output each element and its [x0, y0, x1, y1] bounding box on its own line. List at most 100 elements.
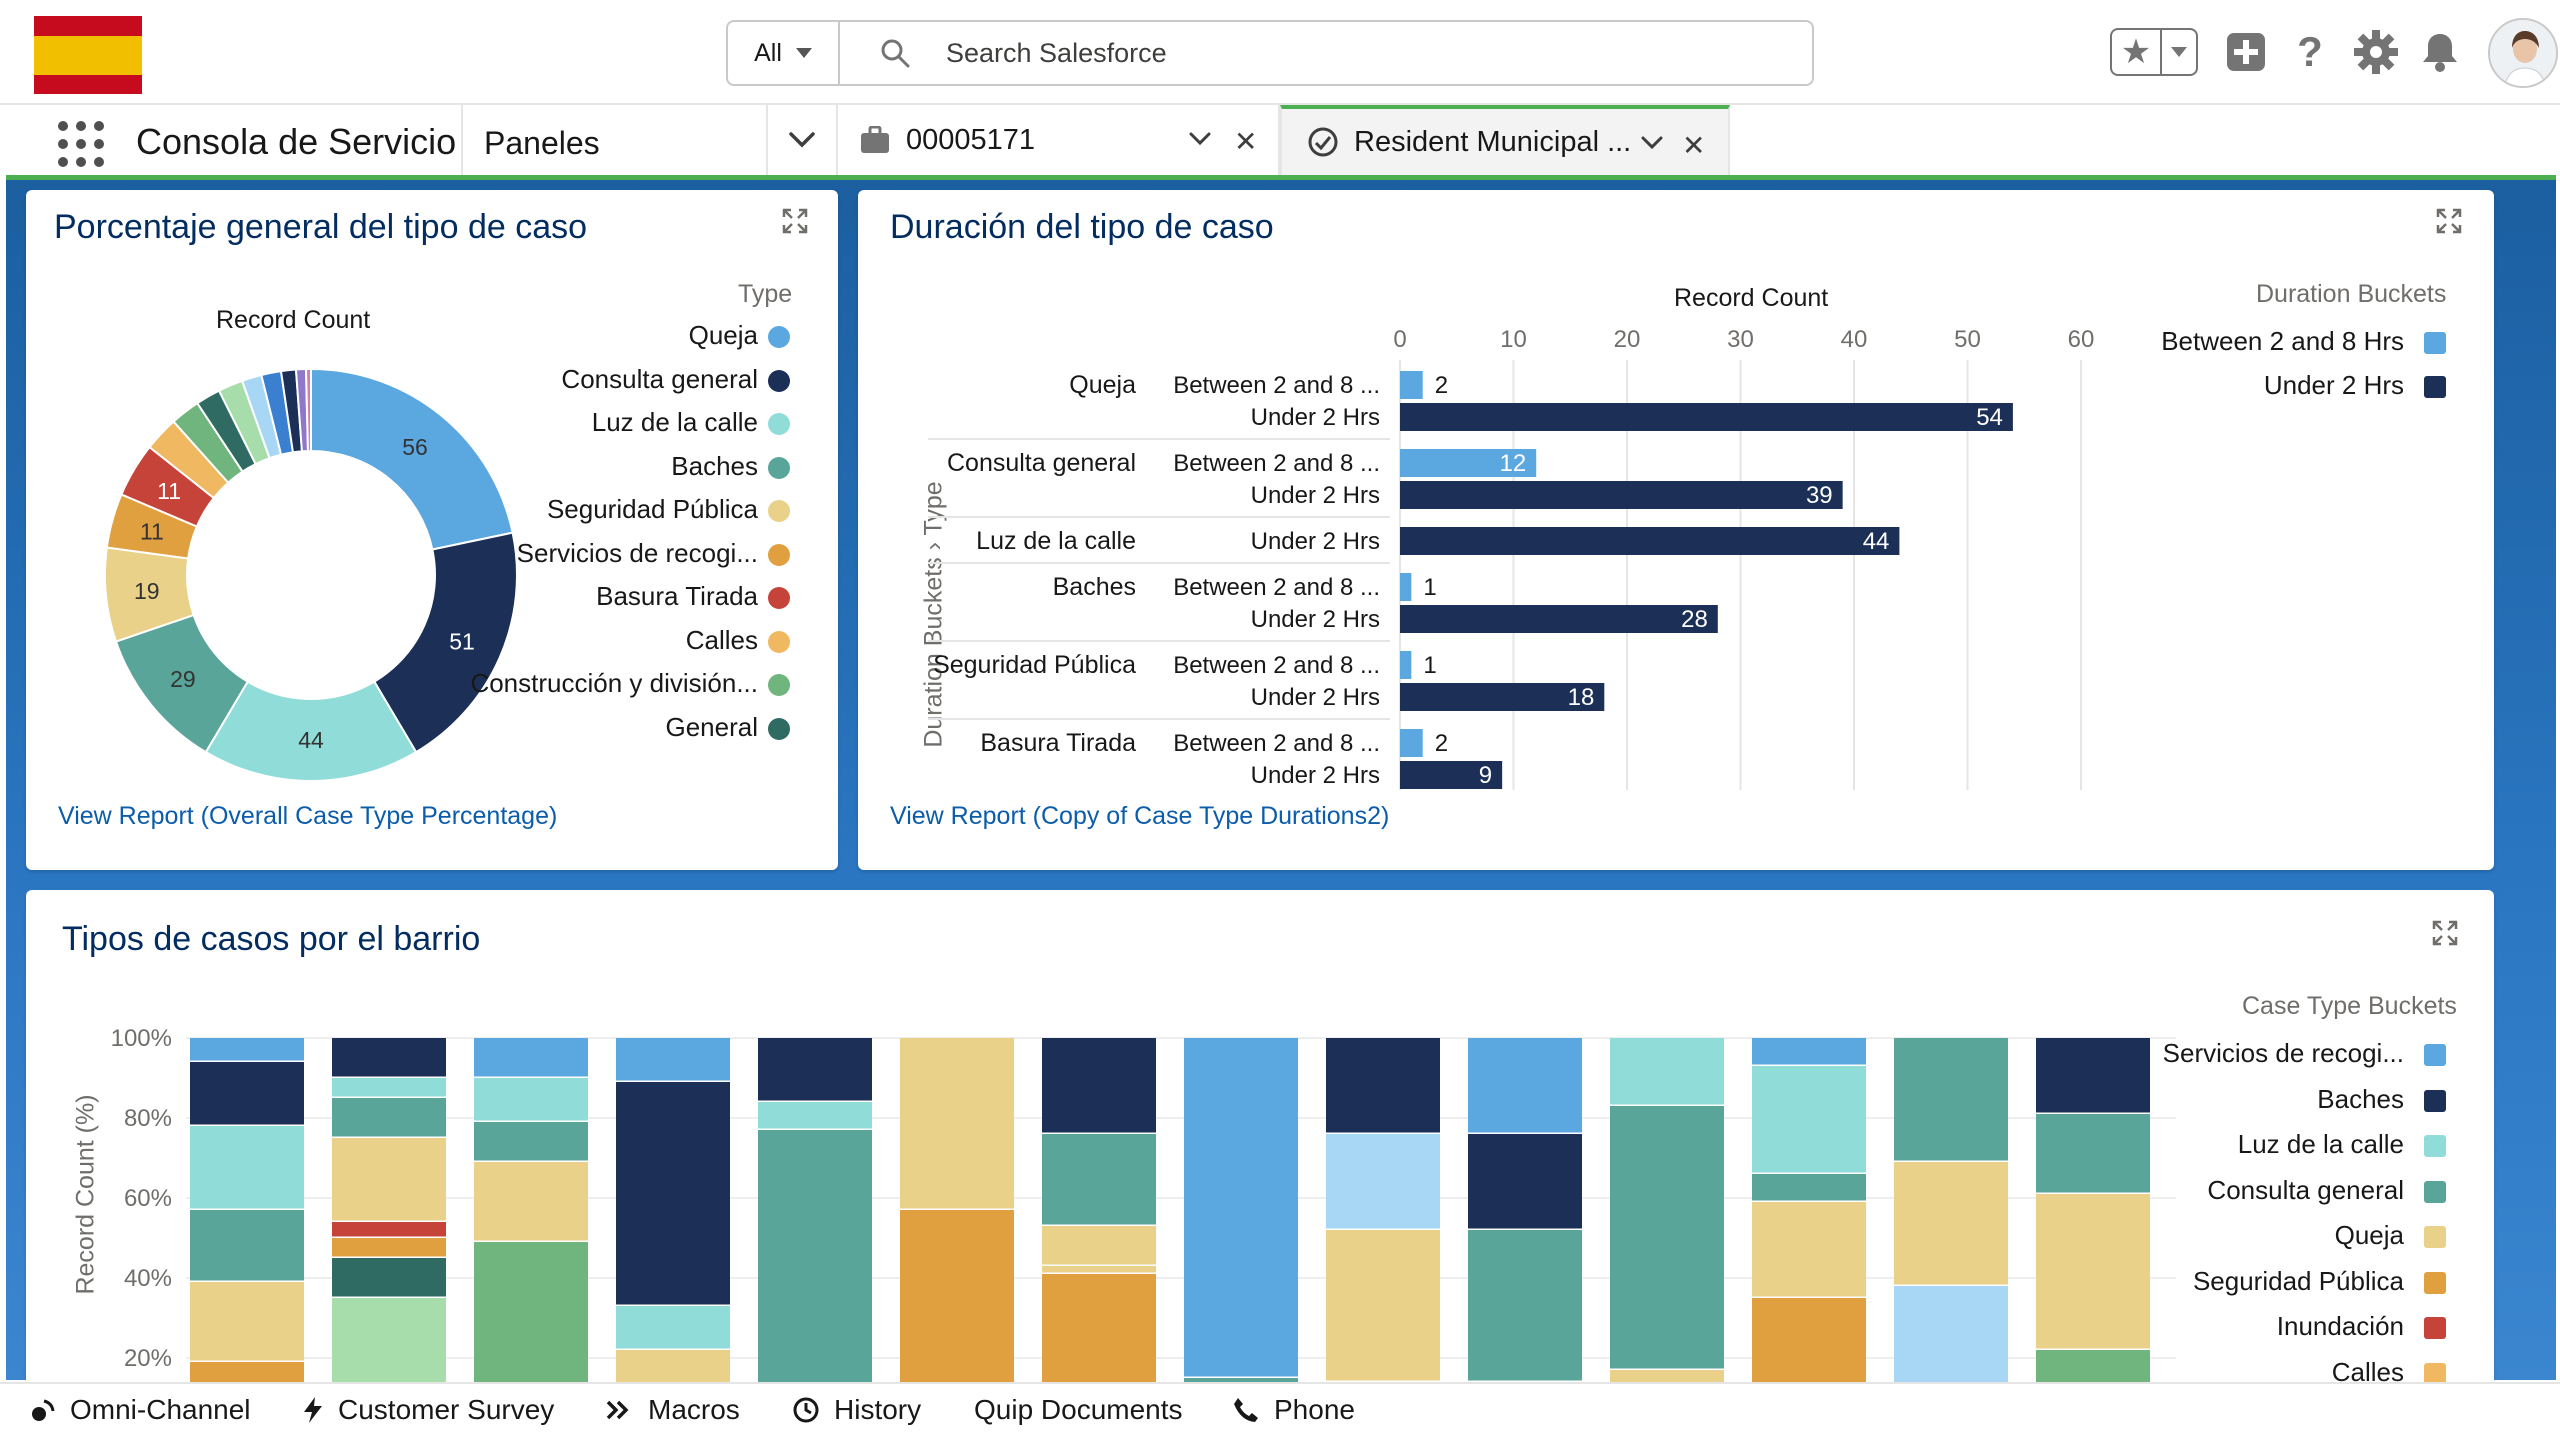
stacked-segment[interactable]	[1326, 1230, 1440, 1381]
stacked-segment[interactable]	[900, 1038, 1014, 1209]
legend-item-label[interactable]: Consulta general	[2207, 1174, 2404, 1205]
search-scope-dropdown[interactable]: All	[728, 22, 840, 84]
legend-item-label[interactable]: Calles	[685, 624, 758, 655]
stacked-segment[interactable]	[474, 1162, 588, 1241]
stacked-segment[interactable]	[332, 1038, 446, 1077]
legend-item-label[interactable]: Basura Tirada	[596, 581, 758, 611]
bar[interactable]	[1400, 481, 1843, 509]
utility-history[interactable]: History	[792, 1394, 921, 1426]
stacked-segment[interactable]	[190, 1062, 304, 1125]
close-tab-icon[interactable]: ✕	[1234, 126, 1258, 157]
legend-item-label[interactable]: Consulta general	[561, 363, 758, 394]
legend-item-label[interactable]: Between 2 and 8 Hrs	[2161, 326, 2404, 356]
donut-slice[interactable]	[310, 367, 514, 551]
legend-item-label[interactable]: Baches	[671, 450, 758, 481]
stacked-segment[interactable]	[1752, 1038, 1866, 1065]
stacked-segment[interactable]	[1468, 1038, 1582, 1133]
legend-item-label[interactable]: Construcción y división...	[470, 668, 758, 698]
stacked-segment[interactable]	[2036, 1194, 2150, 1349]
bar[interactable]	[1400, 573, 1412, 601]
stacked-segment[interactable]	[332, 1258, 446, 1297]
expand-icon[interactable]	[2436, 208, 2462, 234]
favorites-button[interactable]: ★	[2110, 28, 2198, 76]
legend-item-label[interactable]: Under 2 Hrs	[2263, 370, 2404, 400]
stacked-segment[interactable]	[758, 1102, 872, 1129]
help-icon[interactable]: ?	[2297, 28, 2323, 75]
stacked-segment[interactable]	[190, 1038, 304, 1061]
stacked-segment[interactable]	[758, 1130, 872, 1390]
legend-item-label[interactable]: Queja	[688, 320, 758, 350]
donut-slice[interactable]	[372, 531, 518, 754]
legend-item-label[interactable]: Queja	[2334, 1220, 2404, 1250]
chevron-down-icon[interactable]	[1188, 127, 1212, 151]
bar[interactable]	[1400, 761, 1503, 789]
global-actions-button[interactable]	[2222, 26, 2270, 78]
notifications-bell-icon[interactable]	[2416, 26, 2464, 78]
stacked-segment[interactable]	[616, 1082, 730, 1305]
stacked-segment[interactable]	[190, 1126, 304, 1209]
legend-item-label[interactable]: Seguridad Pública	[546, 494, 758, 524]
legend-item-label[interactable]: Calles	[2331, 1356, 2404, 1387]
workspace-tab-resident[interactable]: Resident Municipal ... ✕	[1280, 105, 1730, 175]
stacked-segment[interactable]	[1894, 1162, 2008, 1285]
stacked-segment[interactable]	[1042, 1038, 1156, 1133]
legend-item-label[interactable]: Inundación	[2276, 1311, 2404, 1341]
stacked-segment[interactable]	[616, 1306, 730, 1349]
stacked-segment[interactable]	[1894, 1038, 2008, 1161]
chevron-down-icon[interactable]	[1640, 131, 1664, 155]
stacked-segment[interactable]	[1468, 1134, 1582, 1229]
bar[interactable]	[1400, 449, 1537, 477]
stacked-segment[interactable]	[1610, 1038, 1724, 1105]
stacked-segment[interactable]	[1752, 1174, 1866, 1201]
legend-item-label[interactable]: Luz de la calle	[2237, 1129, 2404, 1159]
stacked-segment[interactable]	[1752, 1202, 1866, 1297]
bar[interactable]	[1400, 729, 1423, 757]
bar[interactable]	[1400, 651, 1412, 679]
legend-item-label[interactable]: Luz de la calle	[591, 407, 758, 437]
stacked-segment[interactable]	[1326, 1038, 1440, 1133]
workspace-tab-case[interactable]: 00005171 ✕	[836, 105, 1280, 175]
expand-icon[interactable]	[2432, 920, 2458, 946]
stacked-segment[interactable]	[332, 1298, 446, 1390]
stacked-segment[interactable]	[758, 1038, 872, 1101]
view-report-link[interactable]: View Report (Overall Case Type Percentag…	[58, 802, 558, 830]
legend-item-label[interactable]: Servicios de recogi...	[516, 537, 758, 568]
legend-item-label[interactable]: General	[665, 711, 759, 742]
search-input[interactable]	[946, 30, 1786, 76]
stacked-segment[interactable]	[1468, 1230, 1582, 1381]
bar[interactable]	[1400, 605, 1718, 633]
stacked-segment[interactable]	[474, 1122, 588, 1161]
stacked-segment[interactable]	[1042, 1226, 1156, 1265]
legend-item-label[interactable]: Seguridad Pública	[2192, 1265, 2404, 1296]
stacked-segment[interactable]	[1894, 1286, 2008, 1390]
stacked-segment[interactable]	[1752, 1298, 1866, 1390]
stacked-segment[interactable]	[332, 1238, 446, 1257]
legend-item-label[interactable]: Servicios de recogi...	[2162, 1038, 2404, 1068]
stacked-segment[interactable]	[474, 1038, 588, 1077]
stacked-segment[interactable]	[1610, 1106, 1724, 1369]
bar[interactable]	[1400, 371, 1423, 399]
bar[interactable]	[1400, 527, 1900, 555]
stacked-segment[interactable]	[474, 1242, 588, 1390]
bar[interactable]	[1400, 403, 2013, 431]
stacked-segment[interactable]	[2036, 1114, 2150, 1193]
utility-omni-channel[interactable]: Omni-Channel	[30, 1394, 251, 1426]
utility-phone[interactable]: Phone	[1232, 1394, 1355, 1426]
user-avatar[interactable]	[2488, 18, 2558, 88]
navigation-menu-dropdown[interactable]	[766, 105, 836, 175]
setup-gear-icon[interactable]	[2350, 26, 2402, 78]
stacked-segment[interactable]	[190, 1282, 304, 1361]
utility-quip-documents[interactable]: Quip Documents	[974, 1394, 1183, 1426]
stacked-segment[interactable]	[190, 1210, 304, 1281]
stacked-segment[interactable]	[1042, 1274, 1156, 1390]
donut-slice[interactable]	[304, 367, 312, 453]
legend-item-label[interactable]: Baches	[2317, 1083, 2404, 1114]
stacked-segment[interactable]	[1042, 1134, 1156, 1225]
stacked-segment[interactable]	[900, 1210, 1014, 1390]
utility-customer-survey[interactable]: Customer Survey	[302, 1394, 554, 1426]
bar[interactable]	[1400, 683, 1605, 711]
navigation-menu[interactable]: Paneles	[464, 105, 754, 175]
stacked-segment[interactable]	[616, 1038, 730, 1081]
utility-macros[interactable]: Macros	[606, 1394, 740, 1426]
stacked-segment[interactable]	[1184, 1038, 1298, 1377]
